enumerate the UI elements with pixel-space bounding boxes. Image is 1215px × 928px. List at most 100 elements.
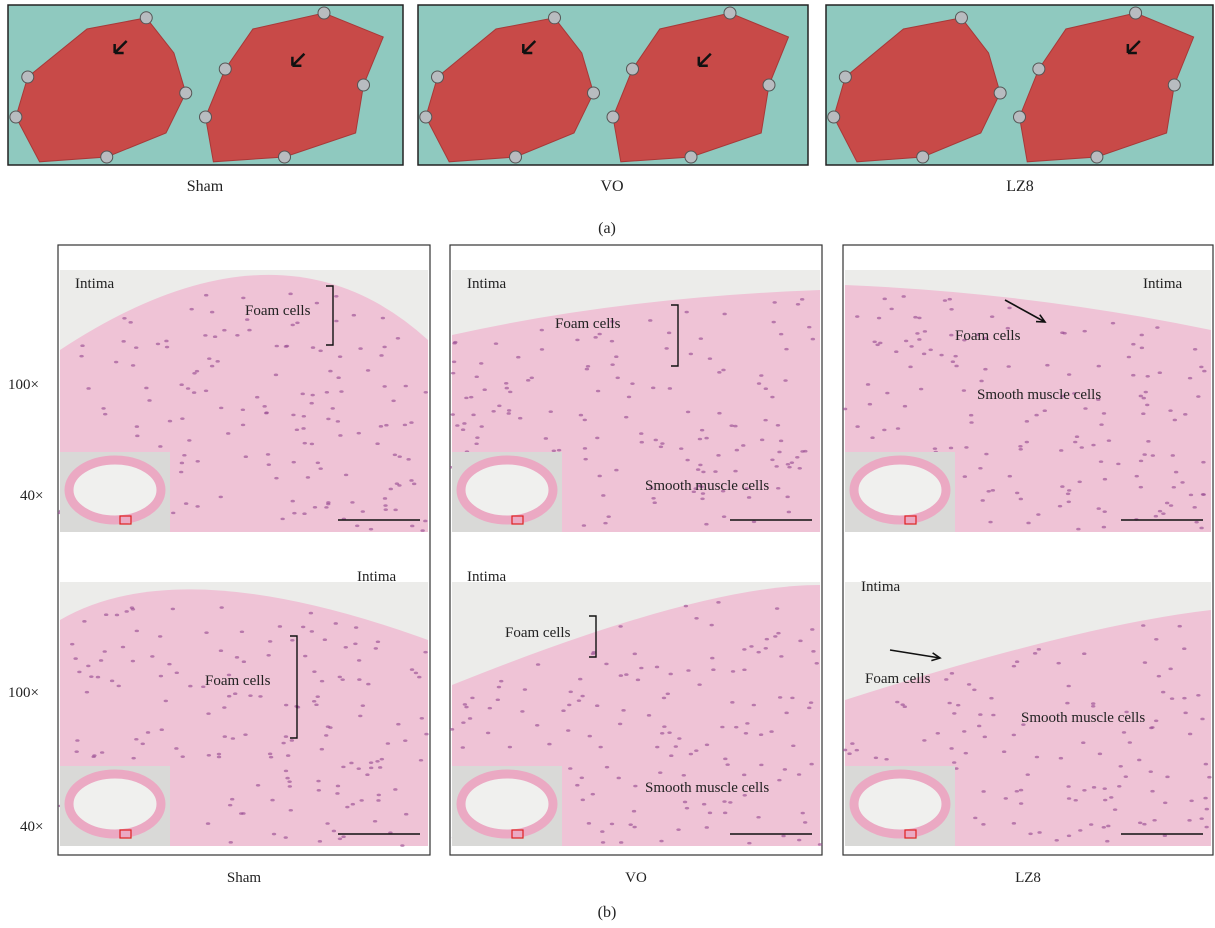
nucleus	[769, 730, 773, 733]
nucleus	[667, 332, 671, 335]
nucleus	[843, 408, 847, 411]
nucleus	[1067, 835, 1071, 838]
nucleus	[1182, 697, 1186, 700]
nucleus	[187, 439, 191, 442]
nucleus	[544, 437, 548, 440]
nucleus	[1202, 370, 1206, 373]
inset-vessel	[854, 774, 946, 834]
nucleus	[818, 843, 822, 846]
nucleus	[389, 488, 393, 491]
nucleus	[450, 728, 454, 731]
nucleus	[79, 355, 83, 358]
nucleus	[74, 750, 78, 753]
nucleus	[1097, 365, 1101, 368]
nucleus	[764, 647, 768, 650]
nucleus	[566, 729, 570, 732]
nucleus	[357, 432, 361, 435]
nucleus	[618, 723, 622, 726]
nucleus	[677, 737, 681, 740]
nucleus	[404, 813, 408, 816]
nucleus	[393, 453, 397, 456]
nucleus	[967, 683, 971, 686]
nucleus	[192, 372, 196, 375]
nucleus	[336, 420, 340, 423]
nucleus	[619, 841, 623, 844]
nucleus	[284, 836, 288, 839]
nucleus	[375, 760, 379, 763]
nucleus	[575, 784, 579, 787]
nucleus	[1117, 785, 1121, 788]
nucleus	[379, 425, 383, 428]
nucleus	[1137, 759, 1141, 762]
nucleus	[617, 777, 621, 780]
nucleus	[376, 799, 380, 802]
nucleus	[757, 382, 761, 385]
nucleus	[424, 391, 428, 394]
nucleus	[1077, 481, 1081, 484]
nucleus	[651, 387, 655, 390]
nucleus	[616, 376, 620, 379]
nucleus	[301, 427, 305, 430]
nucleus	[1028, 832, 1032, 835]
nucleus	[227, 695, 231, 698]
nucleus	[1207, 776, 1211, 779]
nucleus	[393, 788, 397, 791]
nucleus	[135, 630, 139, 633]
nucleus	[1066, 685, 1070, 688]
nucleus	[795, 456, 799, 459]
nucleus	[461, 721, 465, 724]
nucleus	[598, 746, 602, 749]
nucleus	[505, 387, 509, 390]
nucleus	[386, 742, 390, 745]
nucleus	[1045, 364, 1049, 367]
nucleus	[226, 432, 230, 435]
nucleus	[697, 683, 701, 686]
nucleus	[1171, 454, 1175, 457]
nucleus	[807, 707, 811, 710]
nucleus	[1019, 789, 1023, 792]
nucleus	[977, 725, 981, 728]
nucleus	[592, 651, 596, 654]
nucleus	[586, 365, 590, 368]
pin	[10, 111, 22, 123]
pin	[607, 111, 619, 123]
nucleus	[595, 704, 599, 707]
nucleus	[264, 411, 268, 414]
nucleus	[872, 340, 876, 343]
nucleus	[1187, 819, 1191, 822]
nucleus	[1139, 395, 1143, 398]
nucleus	[222, 706, 226, 709]
nucleus	[721, 369, 725, 372]
nucleus	[357, 767, 361, 770]
nucleus	[614, 355, 618, 358]
nucleus	[284, 735, 288, 738]
nucleus	[336, 785, 340, 788]
nucleus	[135, 425, 139, 428]
nucleus	[1163, 801, 1167, 804]
nucleus	[1145, 404, 1149, 407]
nucleus	[575, 339, 579, 342]
nucleus	[114, 361, 118, 364]
nucleus	[241, 297, 245, 300]
nucleus	[1019, 802, 1023, 805]
nucleus	[96, 676, 100, 679]
nucleus	[403, 739, 407, 742]
panel-caption: (a)	[598, 220, 616, 237]
nucleus	[289, 809, 293, 812]
nucleus	[479, 362, 483, 365]
nucleus	[219, 496, 223, 499]
nucleus	[579, 414, 583, 417]
nucleus	[708, 357, 712, 360]
nucleus	[917, 317, 921, 320]
nucleus	[540, 348, 544, 351]
column-label: LZ8	[1015, 870, 1041, 886]
nucleus	[365, 773, 369, 776]
nucleus	[1092, 786, 1096, 789]
nucleus	[978, 467, 982, 470]
nucleus	[291, 500, 295, 503]
nucleus	[180, 462, 184, 465]
nucleus	[286, 754, 290, 757]
nucleus	[984, 453, 988, 456]
nucleus	[1082, 789, 1086, 792]
nucleus	[797, 839, 801, 842]
